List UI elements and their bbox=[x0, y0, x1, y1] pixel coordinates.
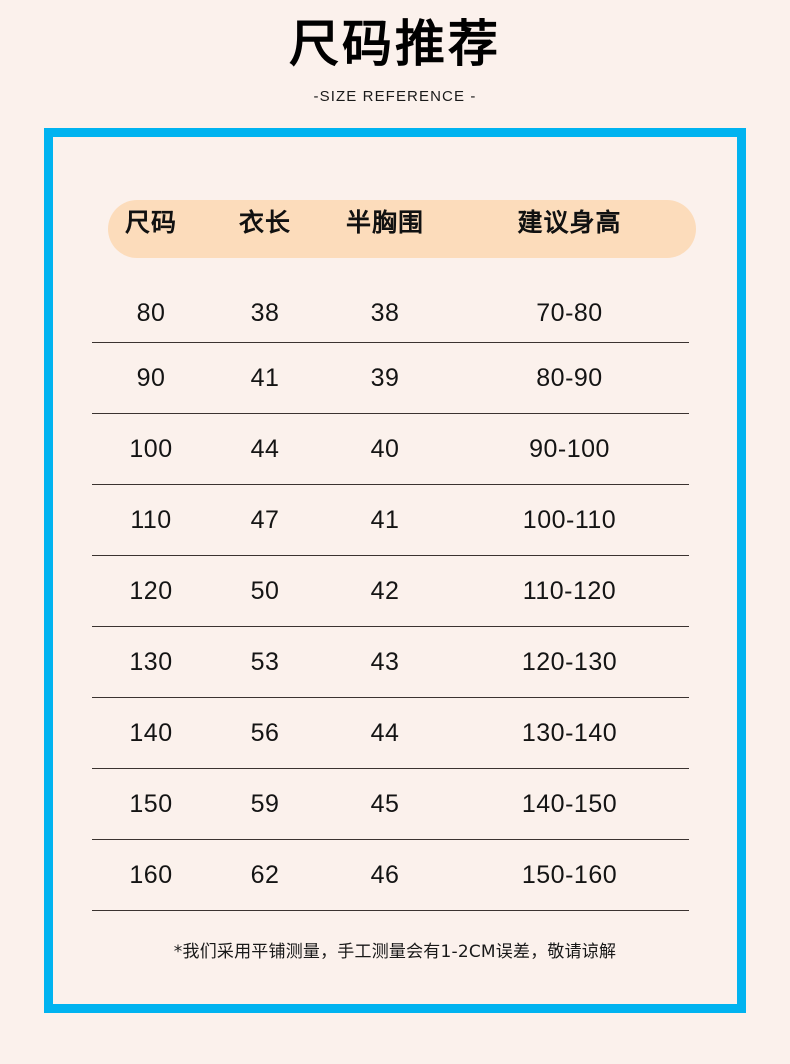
cell-height: 130-140 bbox=[450, 697, 689, 769]
cell-size: 120 bbox=[92, 555, 210, 627]
cell-half-bust: 44 bbox=[320, 697, 450, 769]
cell-length: 62 bbox=[210, 839, 320, 911]
size-chart-panel: 尺码 衣长 半胸围 建议身高 80 38 38 70-80 90 41 39 8 bbox=[44, 128, 746, 1013]
column-header-length: 衣长 bbox=[238, 208, 291, 237]
cell-size: 100 bbox=[92, 413, 210, 485]
cell-height: 120-130 bbox=[450, 626, 689, 698]
table-row: 130 53 43 120-130 bbox=[92, 626, 689, 698]
table-row: 110 47 41 100-110 bbox=[92, 484, 689, 556]
column-header-height: 建议身高 bbox=[517, 208, 622, 237]
cell-half-bust: 46 bbox=[320, 839, 450, 911]
table-header-pill bbox=[108, 200, 696, 258]
cell-height: 110-120 bbox=[450, 555, 689, 627]
table-row: 140 56 44 130-140 bbox=[92, 697, 689, 769]
cell-length: 41 bbox=[210, 342, 320, 414]
table-row: 80 38 38 70-80 bbox=[92, 250, 689, 343]
cell-half-bust: 40 bbox=[320, 413, 450, 485]
cell-height: 100-110 bbox=[450, 484, 689, 556]
cell-half-bust: 39 bbox=[320, 342, 450, 414]
table-header-row: 尺码 衣长 半胸围 建议身高 bbox=[92, 192, 689, 250]
cell-length: 47 bbox=[210, 484, 320, 556]
cell-length: 38 bbox=[210, 250, 320, 343]
table-row: 90 41 39 80-90 bbox=[92, 342, 689, 414]
table-row: 160 62 46 150-160 bbox=[92, 839, 689, 911]
column-header-size: 尺码 bbox=[124, 208, 177, 237]
table-body: 80 38 38 70-80 90 41 39 80-90 100 44 40 … bbox=[92, 250, 689, 911]
cell-half-bust: 41 bbox=[320, 484, 450, 556]
cell-length: 44 bbox=[210, 413, 320, 485]
cell-height: 90-100 bbox=[450, 413, 689, 485]
table-header: 尺码 衣长 半胸围 建议身高 bbox=[92, 192, 689, 250]
table-row: 100 44 40 90-100 bbox=[92, 413, 689, 485]
cell-half-bust: 38 bbox=[320, 250, 450, 343]
cell-size: 110 bbox=[92, 484, 210, 556]
cell-length: 53 bbox=[210, 626, 320, 698]
page-subtitle: -SIZE REFERENCE - bbox=[313, 87, 477, 105]
page-title: 尺码推荐 bbox=[289, 15, 501, 73]
cell-size: 140 bbox=[92, 697, 210, 769]
cell-size: 150 bbox=[92, 768, 210, 840]
cell-length: 56 bbox=[210, 697, 320, 769]
cell-half-bust: 43 bbox=[320, 626, 450, 698]
size-reference-table: 尺码 衣长 半胸围 建议身高 80 38 38 70-80 90 41 39 8 bbox=[92, 192, 689, 911]
cell-half-bust: 45 bbox=[320, 768, 450, 840]
cell-height: 80-90 bbox=[450, 342, 689, 414]
page-header: 尺码推荐 -SIZE REFERENCE - bbox=[0, 0, 790, 105]
cell-size: 160 bbox=[92, 839, 210, 911]
cell-height: 150-160 bbox=[450, 839, 689, 911]
measurement-disclaimer: *我们采用平铺测量，手工测量会有1-2CM误差，敬请谅解 bbox=[173, 942, 617, 962]
cell-length: 59 bbox=[210, 768, 320, 840]
cell-height: 70-80 bbox=[450, 250, 689, 343]
table-row: 120 50 42 110-120 bbox=[92, 555, 689, 627]
column-header-half-bust: 半胸围 bbox=[345, 208, 424, 237]
cell-size: 80 bbox=[92, 250, 210, 343]
cell-size: 90 bbox=[92, 342, 210, 414]
cell-half-bust: 42 bbox=[320, 555, 450, 627]
cell-length: 50 bbox=[210, 555, 320, 627]
cell-height: 140-150 bbox=[450, 768, 689, 840]
cell-size: 130 bbox=[92, 626, 210, 698]
table-row: 150 59 45 140-150 bbox=[92, 768, 689, 840]
size-chart-panel-inner: 尺码 衣长 半胸围 建议身高 80 38 38 70-80 90 41 39 8 bbox=[53, 137, 737, 1004]
